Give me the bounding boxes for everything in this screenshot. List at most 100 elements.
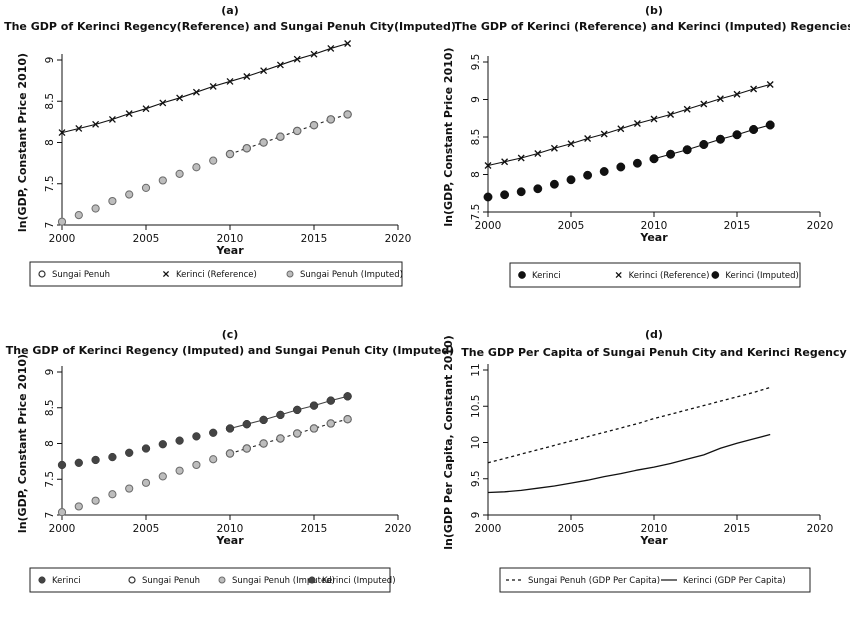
data-point xyxy=(141,478,151,487)
series-line xyxy=(487,433,771,494)
data-point xyxy=(242,444,251,453)
x-tick-label: 2005 xyxy=(133,523,160,535)
legend-entry: Sungai Penuh (GDP Per Capita) xyxy=(528,576,660,586)
legend-marker xyxy=(38,576,46,584)
series-line xyxy=(487,386,771,464)
data-point xyxy=(175,466,184,475)
y-tick-label: 9 xyxy=(44,57,56,64)
data-point xyxy=(583,170,593,180)
data-point xyxy=(209,82,217,90)
data-point xyxy=(632,158,642,168)
legend: Sungai Penuh Kerinci (Reference) Sungai Pe… xyxy=(29,261,403,287)
x-tick-label: 2020 xyxy=(385,233,412,245)
legend-entry: Sungai Penuh (Imputed) xyxy=(300,270,403,280)
legend-entry: Sungai Penuh xyxy=(52,270,110,280)
data-point xyxy=(125,110,133,118)
x-tick-label: 2015 xyxy=(724,523,751,535)
data-point xyxy=(125,484,134,493)
y-axis-label: ln(GDP, Constant Price 2010) xyxy=(16,53,29,232)
x-axis-label: Year xyxy=(639,231,668,244)
data-point xyxy=(633,120,641,127)
data-point xyxy=(74,502,83,511)
data-point xyxy=(74,211,83,220)
data-point xyxy=(550,144,558,152)
data-point xyxy=(733,90,741,98)
data-point xyxy=(750,85,758,93)
data-point xyxy=(343,415,352,424)
y-tick-label: 8.5 xyxy=(470,129,482,146)
data-point xyxy=(326,115,335,124)
series-line xyxy=(487,83,771,167)
legend-box xyxy=(499,567,811,593)
data-point xyxy=(276,434,285,443)
y-tick-label: 9.5 xyxy=(470,54,482,71)
data-point xyxy=(91,496,100,505)
chart-panel-4: (d) The GDP Per Capita of Sungai Penuh Ci… xyxy=(442,328,847,593)
data-point xyxy=(175,436,184,445)
data-point xyxy=(600,130,608,138)
data-point xyxy=(57,217,67,226)
data-point xyxy=(293,405,302,415)
chart-panel-3: (c) The GDP of Kerinci Regency (Imputed) … xyxy=(6,328,454,593)
panel-label: (c) xyxy=(222,328,239,341)
x-tick-label: 2000 xyxy=(49,233,76,245)
data-point xyxy=(483,192,493,202)
legend-marker xyxy=(162,270,170,278)
data-point xyxy=(293,126,302,136)
data-point xyxy=(92,120,100,128)
data-point xyxy=(243,73,251,80)
y-tick-label: 7.5 xyxy=(470,204,482,221)
data-point xyxy=(567,140,575,148)
y-tick-label: 9.5 xyxy=(470,470,482,487)
y-tick-label: 8 xyxy=(44,139,56,146)
data-point xyxy=(175,169,184,178)
legend-marker xyxy=(128,576,136,584)
data-point xyxy=(108,196,117,206)
data-point xyxy=(192,460,201,470)
data-point xyxy=(192,163,201,172)
legend-marker xyxy=(38,270,46,278)
data-point xyxy=(599,167,609,176)
data-point xyxy=(343,110,352,119)
x-tick-label: 2010 xyxy=(217,523,244,535)
chart-panel-2: (b) The GDP of Kerinci (Reference) and Ke… xyxy=(442,4,850,288)
data-point xyxy=(141,444,151,453)
x-tick-label: 2005 xyxy=(133,233,160,245)
data-point xyxy=(500,190,510,200)
y-tick-label: 9 xyxy=(470,512,482,519)
data-point xyxy=(259,439,268,448)
x-tick-label: 2015 xyxy=(301,233,328,245)
legend-entry: Sungai Penuh xyxy=(142,576,200,586)
legend-marker xyxy=(615,271,622,279)
chart-title: The GDP of Kerinci (Reference) and Kerin… xyxy=(454,20,850,33)
chart-title: The GDP of Kerinci Regency (Imputed) and… xyxy=(6,344,454,357)
series-sungai-penuh-imputed xyxy=(57,415,352,517)
data-point xyxy=(225,449,235,458)
legend-marker xyxy=(308,576,316,584)
legend: Kerinci Sungai Penuh Sungai Penuh (Imputed… xyxy=(29,567,396,593)
y-axis-label: ln(GDP, Constant Price 2010) xyxy=(442,47,455,226)
data-point xyxy=(501,158,509,166)
data-point xyxy=(667,111,675,118)
data-point xyxy=(310,50,318,58)
series-kerinci-reference xyxy=(484,81,774,169)
legend-entry: Kerinci xyxy=(52,576,81,586)
data-point xyxy=(700,100,708,108)
data-point xyxy=(142,105,150,113)
legend-entry: Sungai Penuh (Imputed) xyxy=(232,576,335,586)
y-tick-label: 8 xyxy=(470,171,482,178)
data-point xyxy=(344,40,352,47)
data-point xyxy=(75,125,83,132)
x-tick-label: 2000 xyxy=(49,523,76,535)
legend-entry: Kerinci (Reference) xyxy=(629,271,710,281)
x-axis-label: Year xyxy=(639,534,668,547)
y-tick-label: 10 xyxy=(470,436,482,449)
data-point xyxy=(159,99,167,107)
y-tick-label: 8.5 xyxy=(44,93,56,110)
data-point xyxy=(326,396,335,405)
y-tick-label: 8 xyxy=(44,440,56,447)
legend-box xyxy=(29,261,403,287)
data-point xyxy=(260,67,268,75)
legend-marker xyxy=(518,271,526,279)
